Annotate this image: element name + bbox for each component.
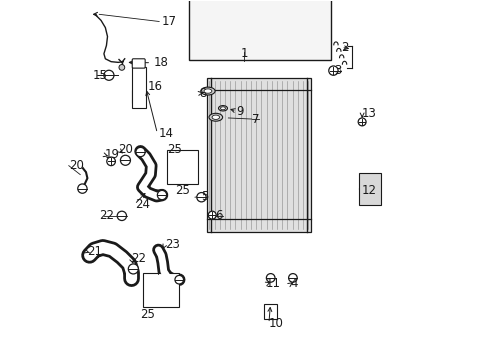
Text: 16: 16 [147,80,163,93]
Text: 6: 6 [215,210,222,222]
Text: 20: 20 [118,143,133,156]
Text: 7: 7 [251,113,259,126]
Text: 23: 23 [164,238,180,251]
Ellipse shape [201,87,215,95]
Circle shape [128,264,138,274]
Bar [131,67,145,108]
Text: 25: 25 [140,308,155,321]
Circle shape [104,70,114,80]
Text: 5: 5 [201,190,208,203]
Text: 3: 3 [333,64,341,77]
Text: 19: 19 [104,148,120,161]
Circle shape [196,193,206,202]
Text: 22: 22 [99,210,114,222]
Circle shape [357,118,366,126]
Ellipse shape [212,115,219,120]
Text: 18: 18 [154,56,169,69]
Bar [359,173,381,205]
Text: 9: 9 [236,105,244,118]
Ellipse shape [203,89,211,93]
Circle shape [78,184,87,193]
Text: 25: 25 [167,143,182,156]
Text: 17: 17 [162,15,177,28]
Text: 2: 2 [341,41,348,54]
Bar [131,90,136,103]
Text: 20: 20 [69,159,83,172]
Text: 11: 11 [265,278,281,291]
Text: 15: 15 [93,69,108,82]
Circle shape [119,64,124,70]
Ellipse shape [218,105,227,111]
Text: 12: 12 [362,184,376,197]
Bar [188,0,330,60]
Circle shape [266,274,274,282]
Text: 10: 10 [268,317,283,330]
Circle shape [117,211,126,221]
Bar [167,149,198,184]
Bar [206,78,310,232]
FancyBboxPatch shape [132,59,145,68]
Text: 14: 14 [158,127,173,140]
Circle shape [106,157,115,166]
Text: 13: 13 [362,107,376,120]
Text: 1: 1 [240,47,248,60]
Circle shape [208,211,216,219]
Text: 25: 25 [175,184,189,197]
Circle shape [120,155,130,165]
Text: 21: 21 [86,245,102,258]
Circle shape [175,275,183,284]
Ellipse shape [220,107,225,110]
Circle shape [157,190,166,200]
Text: 8: 8 [199,87,206,100]
Text: 24: 24 [135,198,150,211]
Bar [264,304,276,319]
Ellipse shape [208,113,222,121]
Text: 22: 22 [131,252,146,265]
Circle shape [136,147,145,157]
Text: 4: 4 [290,278,297,291]
Circle shape [288,274,297,282]
Circle shape [328,66,337,75]
Bar [143,273,179,307]
